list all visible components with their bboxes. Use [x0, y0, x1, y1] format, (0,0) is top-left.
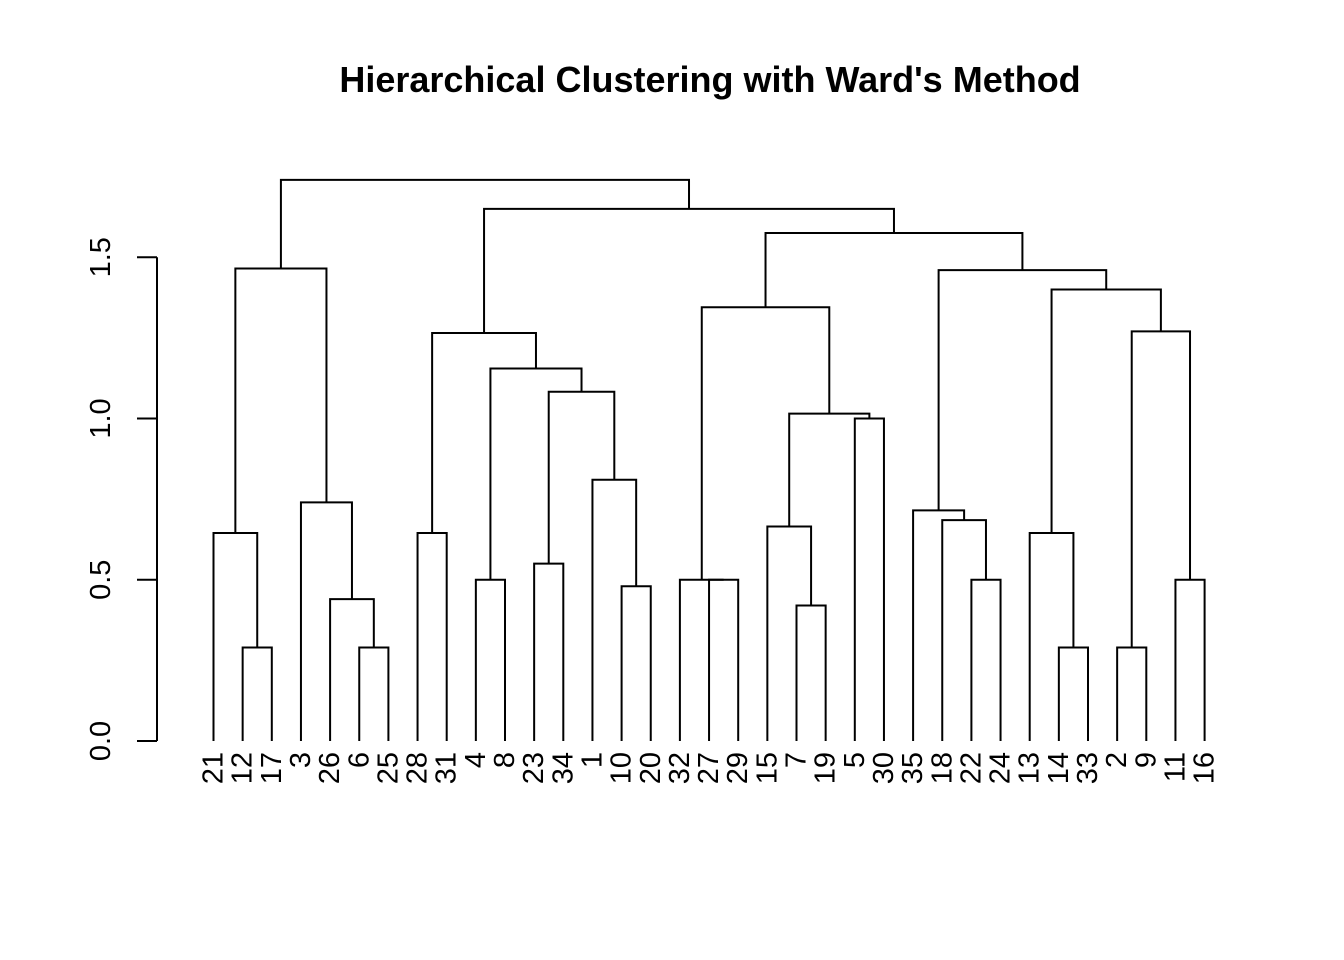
- leaf-label-6: 6: [343, 752, 375, 768]
- dendrogram-tree: [212, 178, 1206, 741]
- leaf-label-18: 18: [926, 752, 958, 784]
- merge-link-11-16: [1174, 578, 1206, 741]
- merge-link-21-m1: [212, 531, 259, 741]
- leaf-label-4: 4: [460, 752, 492, 768]
- leaf-label-24: 24: [985, 752, 1017, 784]
- merge-link-18-m22: [941, 519, 987, 741]
- leaf-label-29: 29: [722, 752, 754, 784]
- leaf-label-19: 19: [810, 752, 842, 784]
- merge-link-27-29: [708, 578, 740, 741]
- leaf-label-9: 9: [1130, 752, 1162, 768]
- merge-link-2-9: [1116, 646, 1148, 741]
- merge-link-m24-m30: [937, 269, 1108, 511]
- merge-link-6-25: [358, 646, 390, 741]
- merge-link-13-m25: [1028, 531, 1075, 741]
- merge-link-m9-m11: [547, 390, 616, 564]
- leaf-label-32: 32: [664, 752, 696, 784]
- leaf-label-27: 27: [693, 752, 725, 784]
- leaf-label-14: 14: [1043, 752, 1075, 784]
- merge-link-15-m17: [766, 525, 813, 741]
- leaf-label-20: 20: [635, 752, 667, 784]
- leaf-label-31: 31: [431, 752, 463, 784]
- chart-title: Hierarchical Clustering with Ward's Meth…: [339, 59, 1080, 100]
- merge-link-22-24: [970, 578, 1002, 741]
- merge-link-1-m10: [591, 478, 638, 741]
- leaf-label-7: 7: [781, 752, 813, 768]
- leaf-label-17: 17: [256, 752, 288, 784]
- leaf-label-23: 23: [518, 752, 550, 784]
- merge-link-23-34: [533, 562, 565, 741]
- merge-link-3-m4: [299, 501, 353, 741]
- merge-link-m8-m12: [489, 367, 583, 580]
- leaf-label-22: 22: [955, 752, 987, 784]
- leaf-label-26: 26: [314, 752, 346, 784]
- leaf-label-13: 13: [1014, 752, 1046, 784]
- leaf-label-30: 30: [868, 752, 900, 784]
- leaf-label-3: 3: [285, 752, 317, 768]
- leaf-labels: 2112173266252831482334110203227291571953…: [198, 752, 1221, 784]
- leaf-label-35: 35: [897, 752, 929, 784]
- leaf-label-33: 33: [1072, 752, 1104, 784]
- merge-link-35-m23: [912, 509, 966, 741]
- leaf-label-8: 8: [489, 752, 521, 768]
- merge-link-m18-m19: [788, 412, 871, 527]
- y-tick-label: 1.5: [85, 237, 117, 277]
- merge-link-m26-m29: [1050, 288, 1162, 533]
- y-tick-label: 1.0: [85, 398, 117, 438]
- leaf-label-2: 2: [1101, 752, 1133, 768]
- merge-link-28-31: [416, 531, 448, 741]
- leaf-label-10: 10: [606, 752, 638, 784]
- merge-link-m6-m33: [279, 178, 691, 269]
- y-axis: 0.0 0.5 1.0 1.5: [85, 237, 158, 761]
- y-tick-label: 0.5: [85, 560, 117, 600]
- merge-link-7-19: [795, 604, 827, 741]
- leaf-label-5: 5: [839, 752, 871, 768]
- merge-link-m2-m5: [234, 267, 328, 533]
- merge-link-10-20: [620, 585, 652, 741]
- merge-link-m7-m13: [431, 332, 537, 533]
- leaf-label-34: 34: [547, 752, 579, 784]
- leaf-label-12: 12: [227, 752, 259, 784]
- merge-link-m14-m32: [483, 207, 895, 334]
- leaf-label-1: 1: [576, 752, 608, 768]
- leaf-label-15: 15: [751, 752, 783, 784]
- merge-link-14-33: [1057, 646, 1089, 741]
- merge-link-4-8: [474, 578, 506, 741]
- merge-link-m27-m28: [1130, 330, 1192, 648]
- merge-link-26-m3: [329, 598, 375, 741]
- leaf-label-21: 21: [198, 752, 230, 784]
- merge-link-5-30: [853, 417, 885, 741]
- merge-link-32-m15: [678, 578, 724, 741]
- merge-link-12-17: [241, 646, 273, 741]
- y-tick-label: 0.0: [85, 721, 117, 761]
- leaf-label-11: 11: [1159, 752, 1191, 782]
- leaf-label-28: 28: [402, 752, 434, 784]
- leaf-label-16: 16: [1189, 752, 1221, 784]
- leaf-label-25: 25: [372, 752, 404, 784]
